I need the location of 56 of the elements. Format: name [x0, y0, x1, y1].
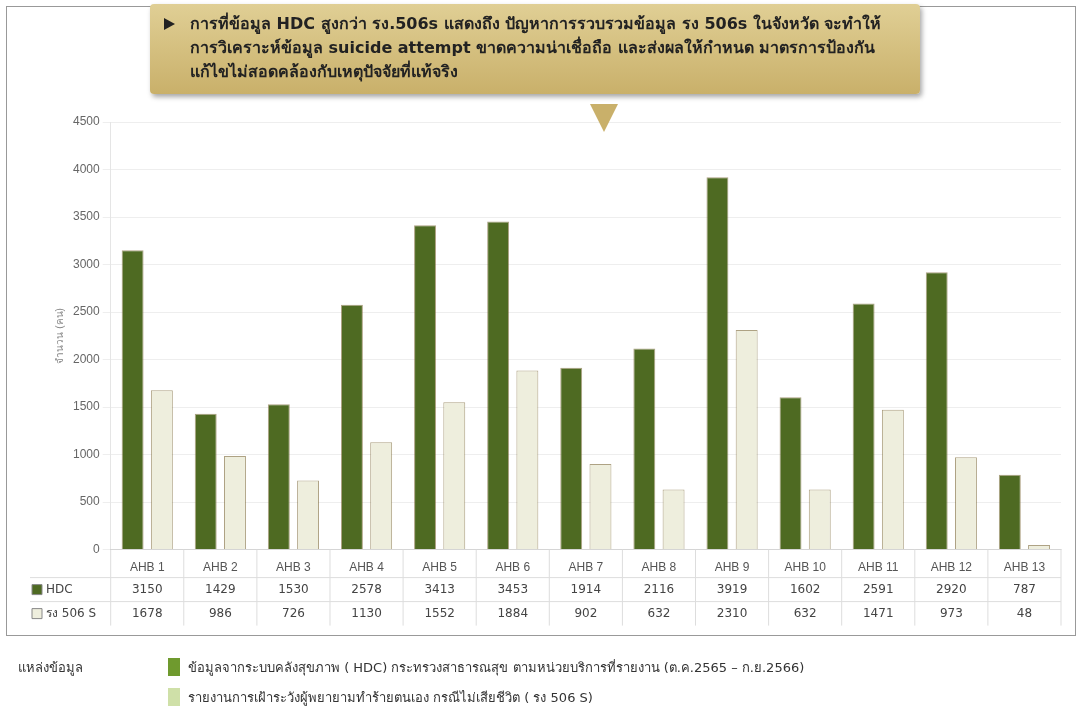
- data-label: 1602: [789, 581, 821, 596]
- x-tick-label: AHB 5: [422, 560, 458, 575]
- text: ข้อมูลจากระบบคลังสุขภาพ ( HDC) กระทรวงสาธารณสุข ตามหน่วยบริการที่รายงาน (ต.ค.2565 – ก.ย.2566): [188, 658, 805, 678]
- data-label: 48: [1016, 605, 1033, 620]
- y-axis-title: จำนวน (คน): [53, 308, 65, 364]
- x-tick-label: AHB 7: [568, 560, 604, 575]
- data-label: 2310: [716, 605, 748, 620]
- data-label: 1678: [131, 605, 163, 620]
- data-label: 2116: [643, 581, 675, 596]
- data-label: 1914: [570, 581, 602, 596]
- data-label: 632: [793, 605, 817, 620]
- data-label: 902: [574, 605, 598, 620]
- x-tick-label: AHB 13: [1003, 560, 1046, 575]
- data-label: 2920: [936, 581, 967, 596]
- data-label: 787: [1013, 581, 1036, 596]
- y-tick-label: 500: [79, 494, 101, 509]
- data-label: 1530: [278, 581, 309, 596]
- data-label: 3919: [716, 581, 748, 596]
- y-tick-label: 3000: [72, 256, 101, 271]
- data-label: 1552: [424, 605, 455, 620]
- x-tick-label: AHB 2: [203, 560, 239, 575]
- y-tick-label: 2500: [72, 304, 101, 319]
- x-tick-label: AHB 1: [129, 560, 165, 575]
- data-label: 1884: [497, 605, 529, 620]
- data-label: 973: [939, 605, 963, 620]
- data-label: 1471: [862, 605, 894, 620]
- y-tick-label: 2000: [72, 351, 101, 366]
- data-label: 986: [208, 605, 232, 620]
- data-label: 1429: [205, 581, 236, 596]
- data-label: 3150: [131, 581, 163, 596]
- y-tick-label: 1500: [72, 399, 101, 414]
- y-tick-label: 3500: [72, 209, 101, 224]
- x-tick-label: AHB 11: [858, 560, 899, 575]
- x-tick-label: AHB 12: [930, 560, 973, 575]
- data-label: 2578: [351, 581, 382, 596]
- x-tick-label: AHB 9: [714, 560, 750, 575]
- data-label: 3453: [497, 581, 529, 596]
- data-label: 1130: [351, 605, 382, 620]
- data-label: 632: [647, 605, 671, 620]
- data-label: 2591: [862, 581, 894, 596]
- x-tick-label: AHB 8: [641, 560, 677, 575]
- data-label: 726: [281, 605, 305, 620]
- text: แหล่งข้อมูล: [18, 658, 84, 678]
- y-tick-label: 0: [93, 541, 101, 556]
- x-tick-label: AHB 3: [276, 560, 312, 575]
- y-tick-label: 4000: [72, 161, 101, 176]
- data-label: 3413: [424, 581, 455, 596]
- x-tick-label: AHB 4: [349, 560, 385, 575]
- y-tick-label: 1000: [72, 446, 101, 461]
- text: รายงานการเฝ้าระวังผู้พยายามทำร้ายตนเอง กรณีไม่เสียชีวิต ( รง 506 S): [188, 688, 593, 708]
- x-tick-label: AHB 10: [784, 560, 827, 575]
- legend-label: รง 506 S: [46, 605, 97, 620]
- y-tick-label: 4500: [72, 114, 101, 129]
- legend-label: HDC: [46, 581, 73, 596]
- text: การที่ข้อมูล HDC สูงกว่า รง.506s แสดงถึง ปัญหาการรวบรวมข้อมูล รง 506s ในจังหวัด จะทำให้การวิเคราะห์ข้อมูล suicide attempt ขาดความน่าเชื่อถือ และส่งผลให้กำหนด มาตรการป้องกันแก้ไขไม่สอดคล้องกับเหตุปัจจัยที่แท้จริง: [190, 14, 882, 81]
- x-tick-label: AHB 6: [495, 560, 531, 575]
